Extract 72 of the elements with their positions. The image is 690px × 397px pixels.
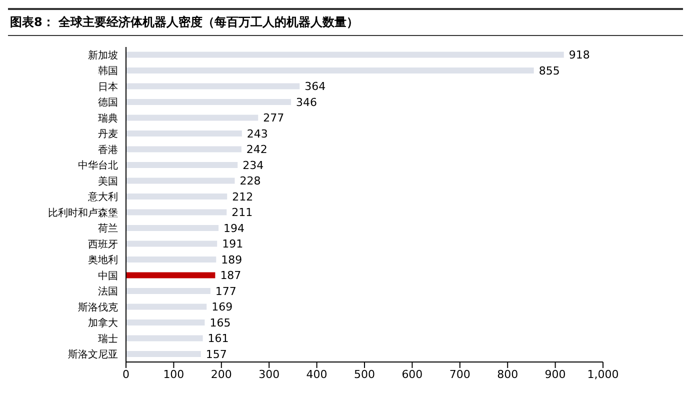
data-label: 177 [215,284,236,298]
y-tick-label: 瑞典 [98,112,118,124]
y-tick-label: 丹麦 [98,128,118,140]
bar [126,319,205,326]
y-tick-label: 韩国 [98,65,118,78]
y-tick-label: 斯洛伐克 [78,301,118,314]
x-tick-label: 900 [544,368,566,381]
data-label: 194 [224,222,245,235]
data-label: 169 [212,300,233,314]
data-label: 918 [568,48,590,62]
x-tick-label: 300 [258,368,280,381]
data-label: 364 [304,80,326,94]
chart-title: 图表8： 全球主要经济体机器人密度（每百万工人的机器人数量） [8,8,683,36]
y-tick-label: 日本 [98,80,118,93]
bar [126,224,219,231]
bar [126,114,258,121]
data-label: 211 [232,206,253,220]
bar [126,130,242,136]
y-tick-label: 西班牙 [88,238,118,250]
data-label: 165 [210,316,231,330]
x-tick-label: 800 [497,368,518,381]
data-label: 277 [263,112,284,125]
data-label: 212 [232,190,254,204]
x-tick-label: 500 [354,368,375,381]
bar [126,52,564,58]
y-tick-label: 德国 [98,98,118,109]
bar [126,350,201,357]
bar [126,193,228,200]
data-label: 228 [240,174,261,188]
y-tick-label: 中华台北 [78,160,118,172]
bar [126,256,216,262]
x-tick-label: 0 [122,368,130,381]
y-tick-label: 加拿大 [88,317,118,330]
y-tick-label: 瑞士 [98,332,118,345]
bar [126,209,227,216]
x-tick-label: 400 [306,368,328,381]
x-tick-label: 1,000 [587,368,619,381]
x-tick-label: 700 [449,368,470,381]
bar [126,335,203,342]
bar [126,178,235,184]
bar [126,67,534,74]
y-tick-label: 中国 [98,270,118,282]
y-tick-label: 新加坡 [88,49,118,62]
x-tick-label: 600 [402,368,423,381]
x-tick-label: 200 [210,368,232,381]
data-label: 234 [242,158,264,172]
data-label: 243 [246,127,268,140]
y-tick-label: 奥地利 [88,254,118,266]
bar [126,162,238,168]
bar [126,240,218,247]
y-tick-label: 意大利 [87,191,118,204]
bar [126,146,242,152]
data-label: 161 [208,332,229,346]
data-label: 242 [246,143,268,156]
y-tick-label: 荷兰 [98,222,118,235]
bar [126,304,207,310]
y-tick-label: 比利时和卢森堡 [48,206,118,219]
data-label: 346 [296,96,318,109]
data-label: 187 [220,269,242,282]
data-label: 855 [538,64,560,78]
data-label: 191 [222,238,244,251]
x-tick-label: 100 [163,368,184,381]
y-tick-label: 美国 [98,175,118,188]
data-label: 157 [206,348,227,361]
y-tick-label: 香港 [98,144,118,156]
bar [126,83,300,90]
bar [126,98,292,105]
y-tick-label: 斯洛文尼亚 [68,348,118,361]
bar [126,288,210,294]
bar [126,272,216,278]
y-tick-label: 法国 [98,286,118,298]
data-label: 189 [221,253,242,266]
